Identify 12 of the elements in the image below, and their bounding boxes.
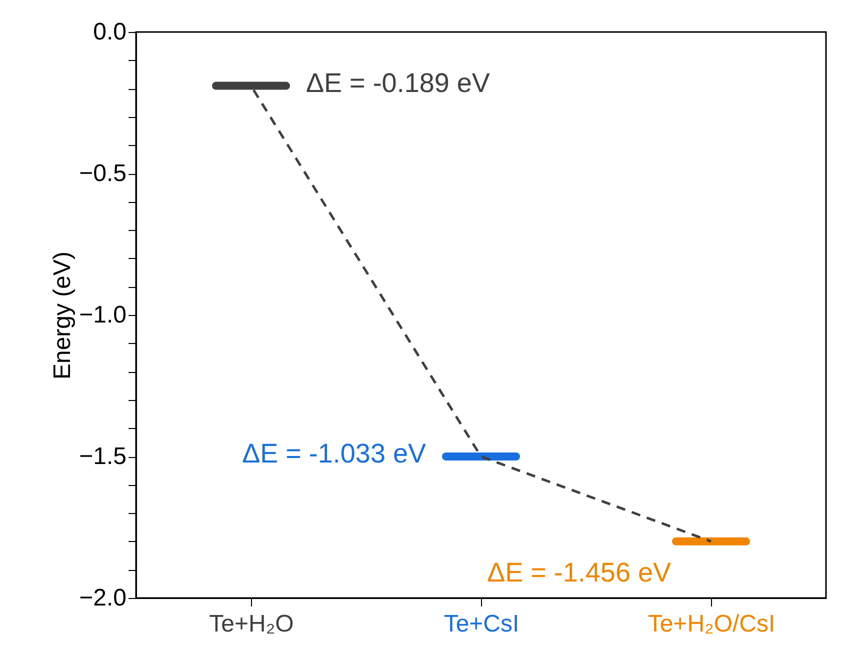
- x-tick-label: Te+H₂O: [209, 610, 294, 638]
- y-tick-label: −2.0: [79, 584, 126, 612]
- y-tick-label: −1.5: [79, 443, 126, 470]
- annotation: ΔE = -1.033 eV: [242, 438, 426, 468]
- y-tick-label: 0.0: [93, 18, 126, 46]
- y-tick-label: −1.0: [79, 302, 126, 328]
- x-tick-label: Te+H₂O/CsI: [648, 610, 776, 638]
- y-axis-title: Energy (eV): [49, 251, 76, 380]
- x-tick-label: Te+CsI: [444, 610, 520, 638]
- annotation: ΔE = -1.456 eV: [487, 557, 671, 588]
- annotation: ΔE = -0.189 eV: [306, 68, 490, 98]
- y-tick-label: −0.5: [79, 160, 126, 187]
